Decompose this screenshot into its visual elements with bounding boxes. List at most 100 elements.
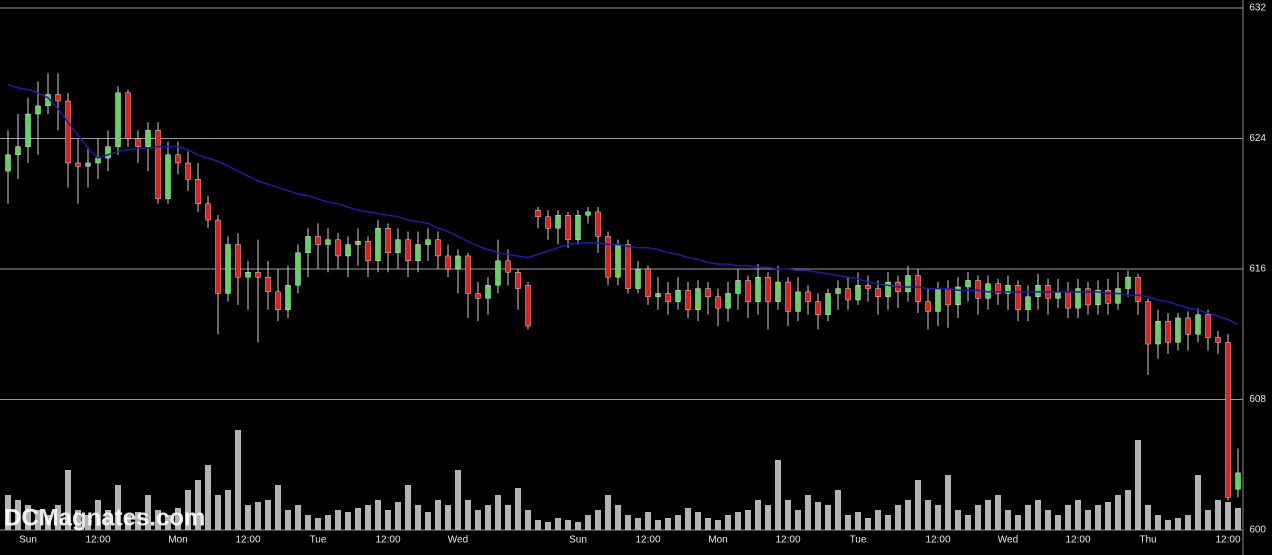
volume-bar (655, 520, 661, 530)
volume-bar (1065, 505, 1071, 530)
volume-bar (625, 515, 631, 530)
volume-bar (905, 500, 911, 530)
volume-bar (755, 500, 761, 530)
volume-bar (345, 512, 351, 530)
volume-bar (375, 500, 381, 530)
candle-body (105, 146, 111, 159)
volume-bar (1045, 510, 1051, 530)
x-tick-label: 12:00 (1065, 535, 1090, 546)
candle-body (695, 288, 701, 310)
candle-body (475, 293, 481, 299)
candle-body (535, 210, 541, 217)
candle-body (565, 214, 571, 240)
candle-body (275, 291, 281, 310)
volume-bar (935, 505, 941, 530)
candle-body (1215, 337, 1221, 343)
candle-body (965, 280, 971, 288)
candle-body (1115, 288, 1121, 304)
candle-body (1185, 317, 1191, 335)
volume-bar (465, 500, 471, 530)
volume-bar (25, 505, 31, 530)
volume-bar (195, 480, 201, 530)
volume-bar (185, 490, 191, 530)
volume-bar (955, 510, 961, 530)
candle-body (175, 154, 181, 164)
volume-bar (945, 475, 951, 530)
candle-body (1055, 291, 1061, 299)
candle-body (165, 154, 171, 200)
x-tick-label: 12:00 (635, 535, 660, 546)
candle-body (205, 203, 211, 221)
volume-bar (85, 515, 91, 530)
volume-bar (165, 515, 171, 530)
candle-body (435, 239, 441, 257)
candle-body (1005, 285, 1011, 294)
volume-bar (965, 515, 971, 530)
candle-body (585, 211, 591, 216)
candle-body (665, 293, 671, 302)
candle-body (85, 162, 91, 167)
x-tick-label: 12:00 (85, 535, 110, 546)
volume-bar (925, 500, 931, 530)
candle-body (315, 236, 321, 245)
candle-body (215, 219, 221, 294)
volume-bar (615, 505, 621, 530)
candle-body (1175, 317, 1181, 343)
volume-bar (1115, 495, 1121, 530)
candle-body (915, 275, 921, 302)
candle-body (1035, 285, 1041, 297)
volume-bar (1145, 505, 1151, 530)
candle-body (805, 291, 811, 302)
volume-bar (205, 465, 211, 530)
volume-bar (675, 515, 681, 530)
candle-body (245, 272, 251, 278)
y-tick-label: 608 (1249, 394, 1266, 405)
candle-body (1235, 472, 1241, 490)
x-tick-label: 12:00 (1215, 535, 1240, 546)
volume-bar (645, 512, 651, 530)
volume-bar (15, 500, 21, 530)
volume-bar (305, 515, 311, 530)
volume-bar (45, 515, 51, 530)
volume-bar (295, 505, 301, 530)
volume-bar (335, 510, 341, 530)
volume-bar (1095, 505, 1101, 530)
candle-body (145, 130, 151, 147)
volume-bar (445, 505, 451, 530)
y-tick-label: 624 (1249, 133, 1266, 144)
volume-bar (635, 518, 641, 530)
candle-body (285, 285, 291, 310)
candle-body (775, 281, 781, 302)
volume-bar (865, 518, 871, 530)
candle-body (125, 92, 131, 139)
candle-body (1085, 288, 1091, 306)
x-tick-label: 12:00 (375, 535, 400, 546)
volume-bar (75, 510, 81, 530)
candle-body (235, 244, 241, 278)
candle-body (1225, 342, 1231, 498)
candle-body (5, 154, 11, 172)
volume-bar (705, 518, 711, 530)
volume-bar (95, 500, 101, 530)
volume-bar (575, 522, 581, 530)
candle-body (335, 239, 341, 257)
candle-body (185, 162, 191, 180)
candle-body (265, 276, 271, 293)
volume-bar (735, 512, 741, 530)
candle-body (605, 236, 611, 278)
volume-bar (245, 505, 251, 530)
candle-body (325, 239, 331, 245)
x-tick-label: 12:00 (775, 535, 800, 546)
volume-bar (895, 505, 901, 530)
volume-bar (665, 518, 671, 530)
candle-body (755, 276, 761, 302)
candle-body (445, 255, 451, 270)
volume-bar (325, 515, 331, 530)
candle-body (855, 285, 861, 301)
x-tick-label: Tue (850, 535, 867, 546)
volume-bar (565, 520, 571, 530)
x-tick-label: 12:00 (235, 535, 260, 546)
volume-bar (605, 495, 611, 530)
volume-bar (1195, 475, 1201, 530)
volume-bar (285, 510, 291, 530)
